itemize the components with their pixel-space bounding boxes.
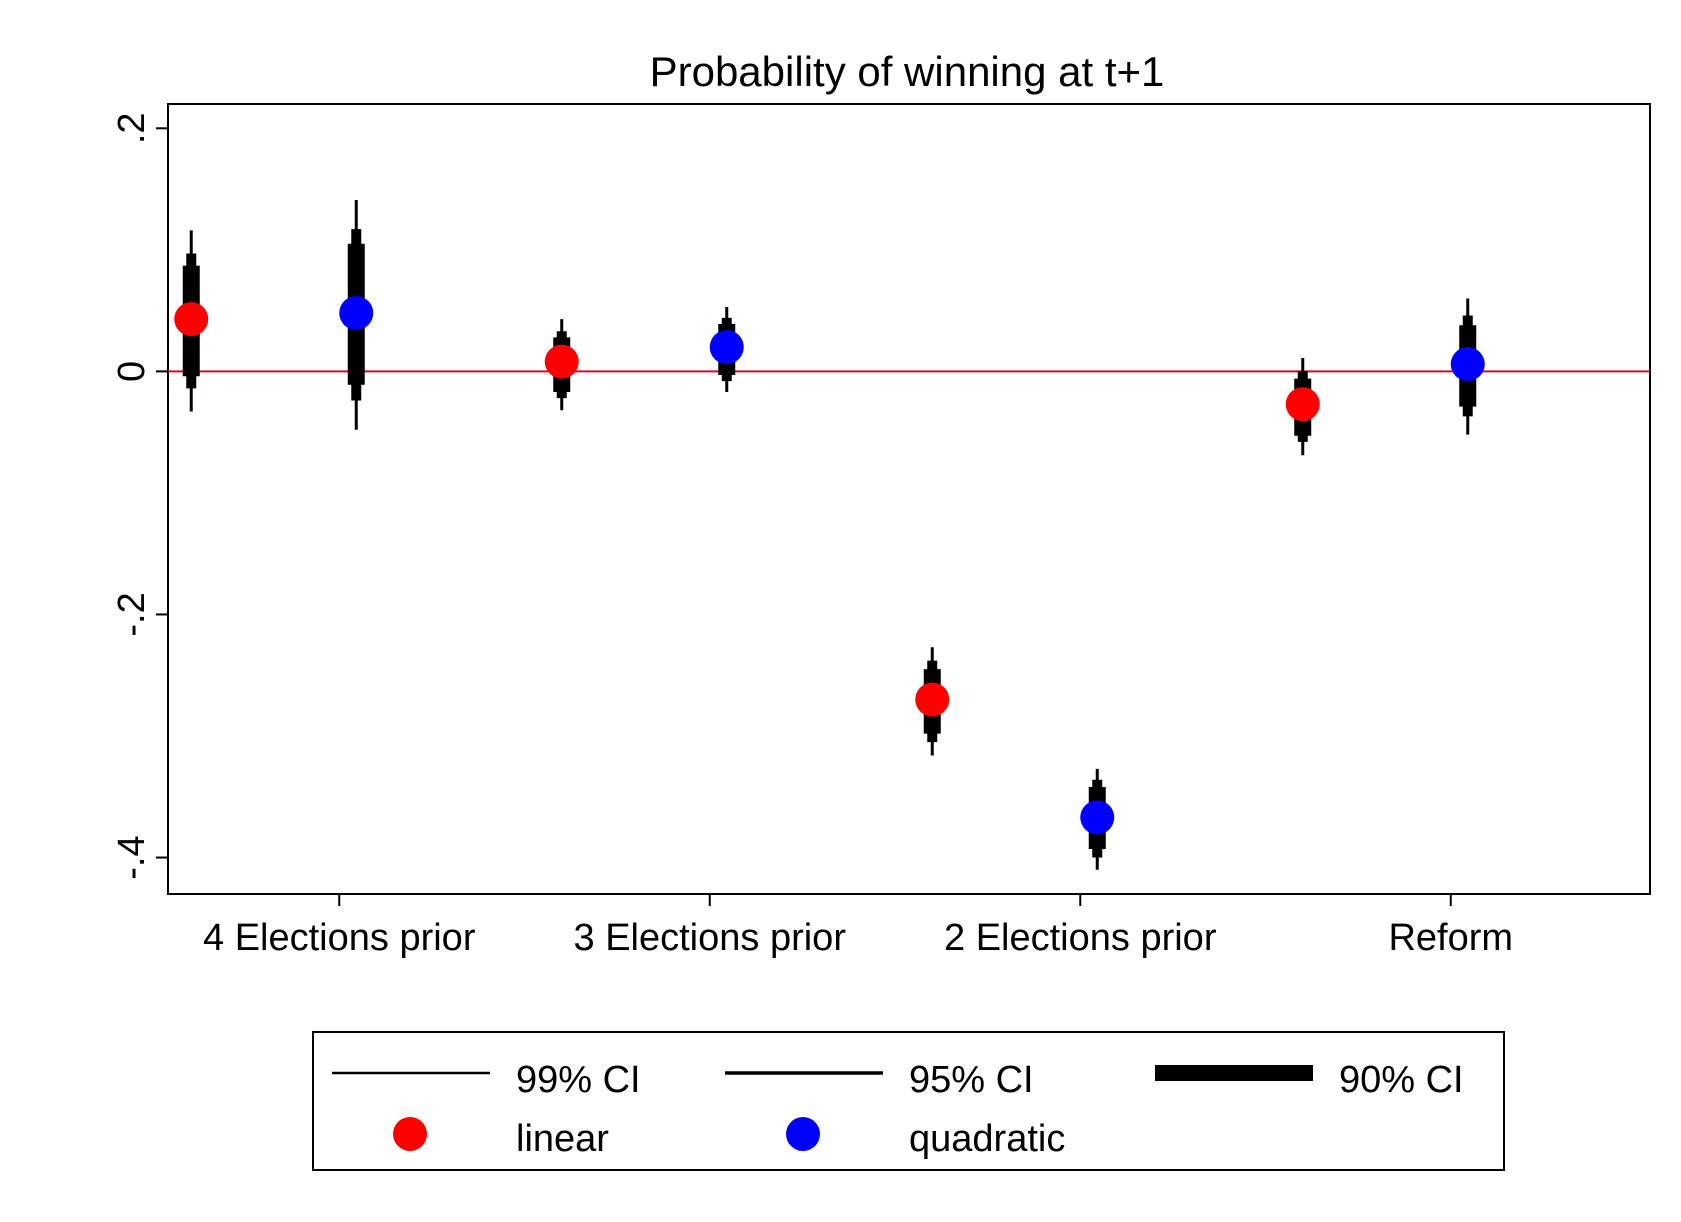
x-tick-label: 4 Elections prior (203, 917, 476, 959)
y-tick-label: -.4 (111, 835, 153, 879)
y-tick-label: -.2 (111, 592, 153, 636)
x-tick-label: 2 Elections prior (944, 917, 1217, 959)
legend-ci95-label: 95% CI (909, 1059, 1034, 1101)
point-estimate (1080, 800, 1115, 835)
legend-quadratic-marker (786, 1117, 820, 1151)
legend-ci90-label: 90% CI (1339, 1059, 1464, 1101)
legend-linear-marker (393, 1117, 427, 1151)
point-estimate (1450, 347, 1485, 382)
x-tick-label: 3 Elections prior (574, 917, 847, 959)
legend-quadratic-label: quadratic (909, 1118, 1065, 1160)
chart-title: Probability of winning at t+1 (650, 48, 1165, 95)
y-tick-label: .2 (111, 112, 153, 144)
x-tick-label: Reform (1388, 917, 1513, 959)
y-axis: .2 0 -.2 -.4 (111, 112, 168, 880)
legend-box (312, 1031, 1505, 1171)
plot-frame (167, 103, 1651, 895)
point-estimate (1285, 387, 1320, 422)
point-estimate (915, 682, 950, 717)
legend-ci99-label: 99% CI (516, 1059, 641, 1101)
point-estimate (709, 330, 744, 365)
y-tick-label: 0 (111, 361, 153, 382)
x-axis: 4 Elections prior 3 Elections prior 2 Elec… (203, 894, 1513, 959)
point-estimate (544, 344, 579, 379)
data-marks (174, 200, 1485, 870)
point-estimate (174, 302, 209, 337)
point-estimate (339, 296, 374, 331)
legend-linear-label: linear (516, 1118, 609, 1160)
